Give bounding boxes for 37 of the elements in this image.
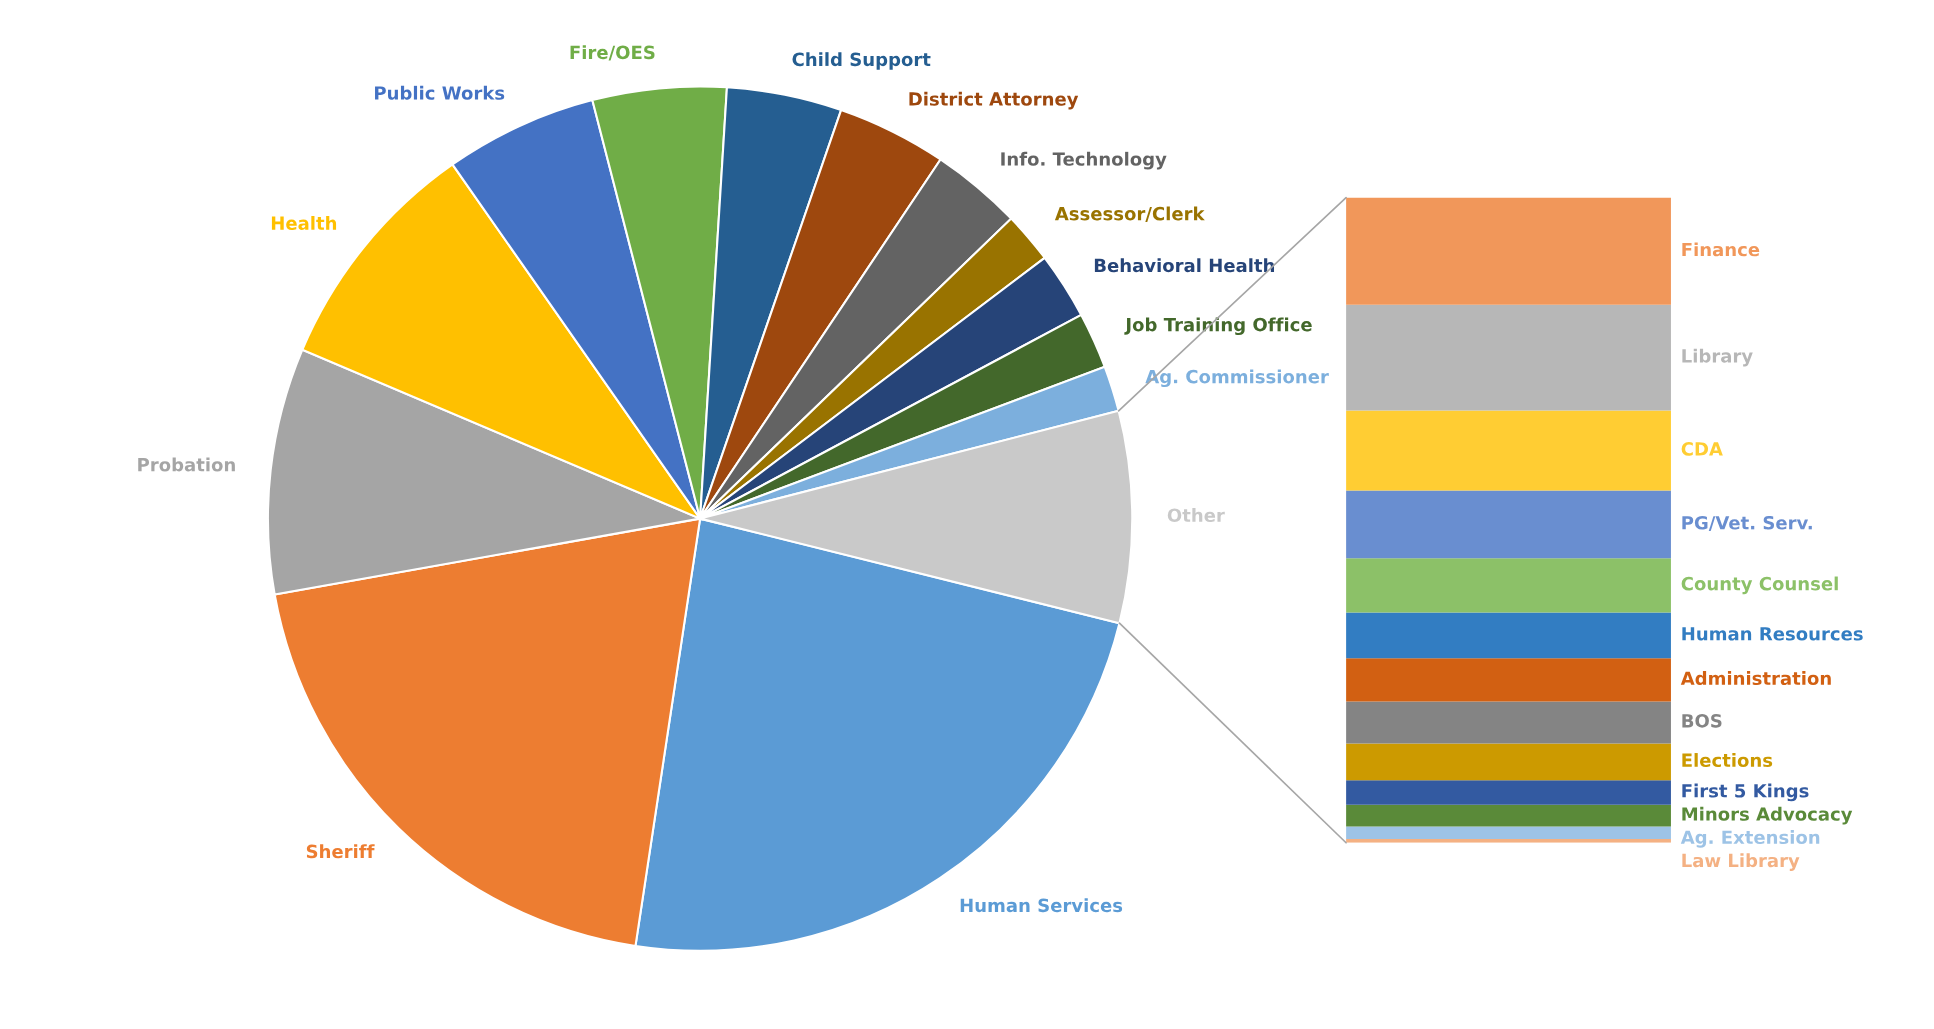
series-label: Law Library (1682, 853, 1800, 871)
bar (1346, 701, 1671, 744)
slice-label: District Attorney (909, 91, 1079, 110)
bar (1346, 780, 1671, 805)
bar (1346, 826, 1671, 839)
series-label: Library (1682, 348, 1753, 367)
series-label: Elections (1682, 753, 1773, 768)
bar (1346, 410, 1671, 491)
slice-label: Info. Technology (1001, 151, 1167, 170)
bar (1346, 804, 1671, 827)
series-label: Finance (1682, 242, 1760, 257)
slice-label: Job Training Office (1124, 317, 1312, 336)
slice-label: Public Works (375, 85, 505, 100)
slice-label: Fire/OES (570, 45, 655, 61)
slice-label: Probation (138, 457, 235, 472)
slice-label: Health (271, 216, 337, 230)
series-label: County Counsel (1681, 576, 1838, 595)
series-label: Human Resources (1682, 627, 1863, 641)
slice-label: Child Support (792, 52, 931, 70)
slice-label: Behavioral Health (1094, 258, 1275, 273)
bar (1346, 558, 1671, 613)
series-label: Minors Advocacy (1682, 806, 1853, 825)
slice-label: Human Services (960, 898, 1123, 913)
series-label: First 5 Kings (1682, 783, 1809, 802)
bar (1346, 743, 1671, 781)
slice-label: Assessor/Clerk (1054, 206, 1205, 222)
series-label: CDA (1681, 442, 1723, 456)
bar (1346, 658, 1671, 702)
bar (1346, 304, 1671, 411)
slice-label: Sheriff (306, 844, 375, 859)
bar (1346, 612, 1671, 659)
series-label: PG/Vet. Serv. (1682, 515, 1812, 532)
bar (1346, 490, 1671, 559)
series-label: Administration (1680, 671, 1831, 686)
bar (1346, 197, 1671, 305)
series-label: BOS (1682, 714, 1722, 728)
series-label: Ag. Extension (1680, 830, 1820, 848)
